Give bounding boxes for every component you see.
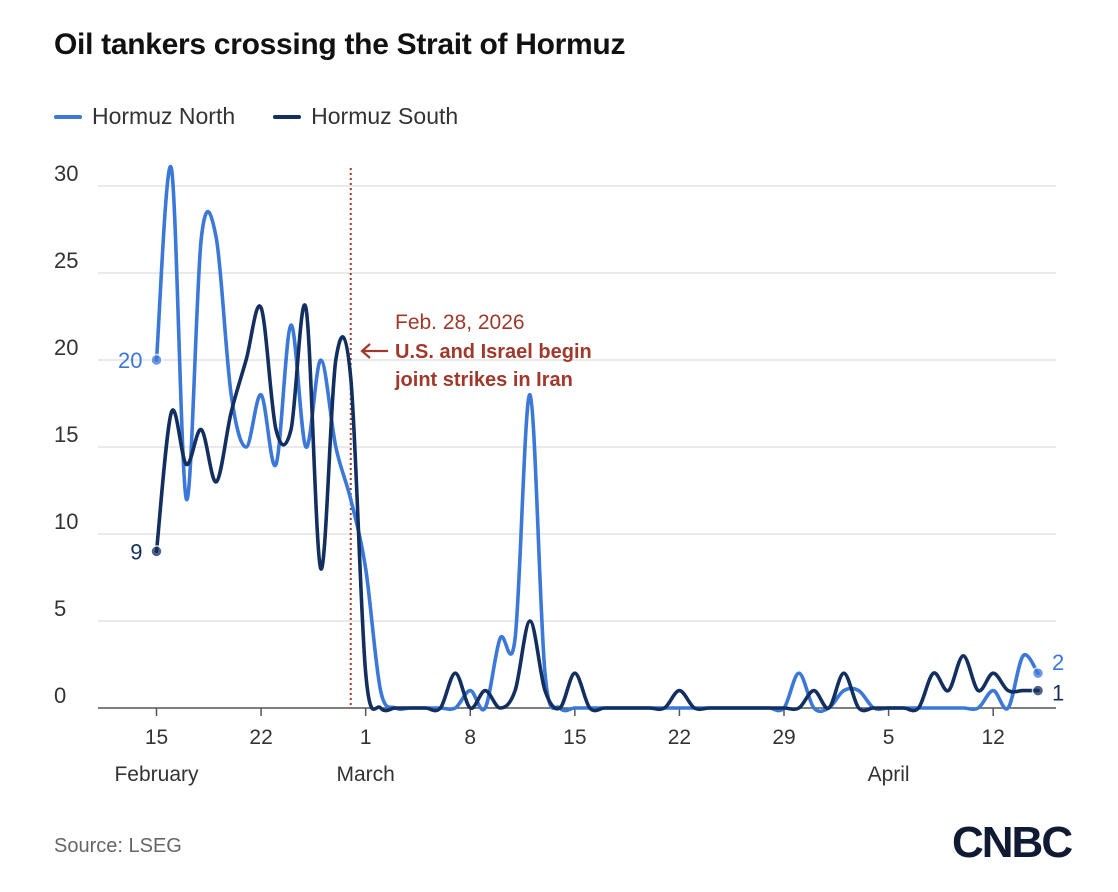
x-tick-label: 29 — [772, 726, 795, 749]
chart-title: Oil tankers crossing the Strait of Hormu… — [54, 28, 626, 61]
annotation-line1: U.S. and Israel begin — [395, 341, 592, 363]
legend-label-north: Hormuz North — [92, 103, 236, 129]
y-tick-label: 10 — [54, 509, 78, 534]
source-note: Source: LSEG — [54, 835, 182, 857]
y-tick-label: 0 — [54, 683, 66, 708]
y-tick-label: 30 — [54, 161, 78, 186]
x-tick-label: 1 — [360, 726, 372, 749]
legend-item-south: Hormuz South — [273, 103, 458, 130]
x-month-label: April — [868, 763, 910, 786]
x-tick-label: 22 — [249, 726, 272, 749]
y-tick-label: 20 — [54, 335, 78, 360]
y-tick-label: 25 — [54, 248, 78, 273]
x-tick-label: 5 — [883, 726, 895, 749]
end-label-south: 1 — [1052, 681, 1064, 706]
legend-item-north: Hormuz North — [54, 103, 235, 130]
end-marker-south — [1031, 684, 1045, 697]
end-marker-north — [1031, 666, 1045, 680]
start-marker-south — [150, 545, 163, 558]
annotation-date: Feb. 28, 2026 — [395, 311, 525, 334]
x-month-label: February — [114, 763, 199, 786]
legend: Hormuz North Hormuz South — [54, 103, 496, 130]
x-month-label: March — [336, 763, 394, 786]
series-line-south — [154, 303, 1040, 713]
legend-swatch-south — [273, 114, 302, 119]
x-tick-label: 15 — [145, 726, 168, 749]
x-tick-label: 22 — [668, 726, 691, 749]
start-label-south: 9 — [130, 539, 142, 564]
annotation-arrow-icon — [360, 343, 388, 359]
end-label-north: 2 — [1052, 650, 1064, 675]
x-tick-label: 12 — [981, 726, 1004, 749]
cnbc-logo: CNBC — [952, 818, 1073, 867]
y-tick-label: 15 — [54, 422, 78, 447]
x-tick-label: 8 — [464, 726, 476, 749]
legend-label-south: Hormuz South — [311, 103, 459, 129]
annotation-line2: joint strikes in Iran — [394, 369, 573, 391]
start-marker-north — [150, 353, 163, 367]
start-label-north: 20 — [118, 348, 142, 373]
y-tick-label: 5 — [54, 596, 66, 621]
x-tick-label: 15 — [563, 726, 586, 749]
legend-swatch-north — [54, 114, 82, 119]
